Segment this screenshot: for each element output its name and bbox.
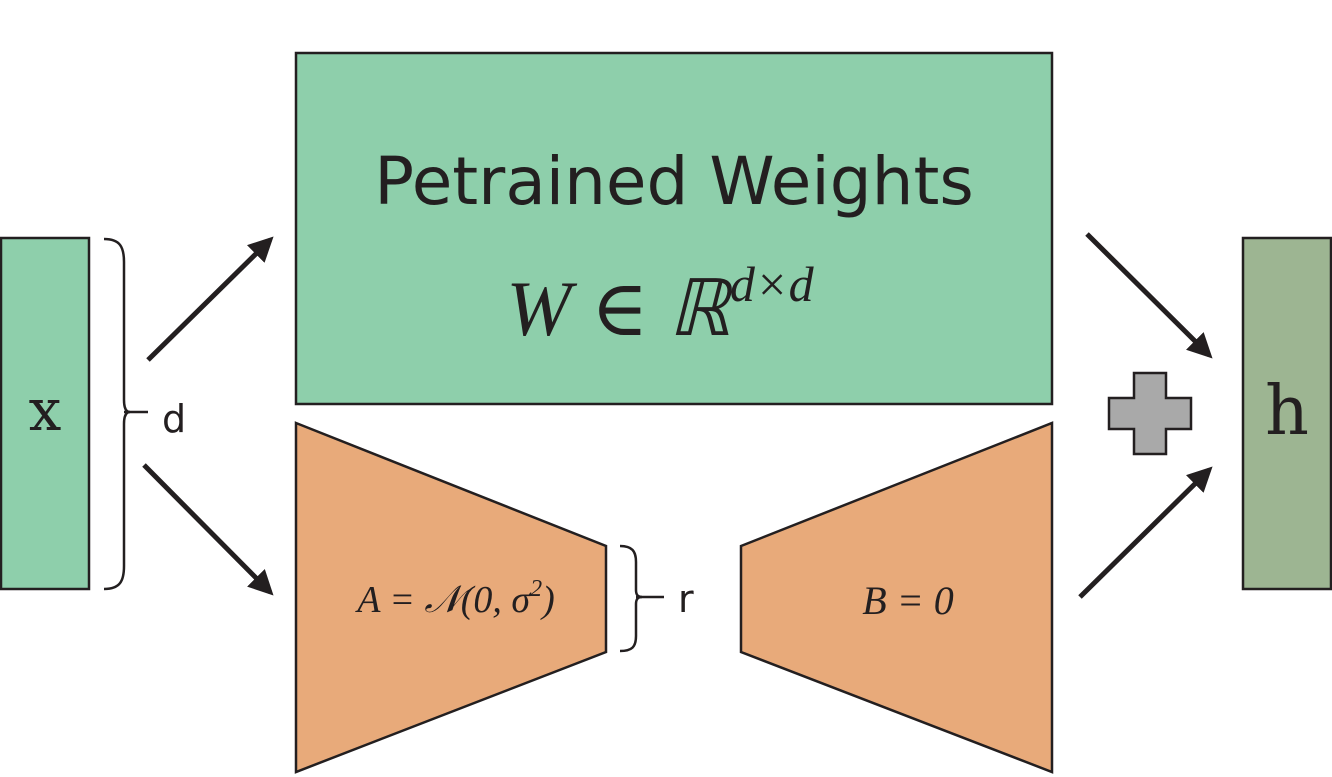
output-vector: h (1241, 236, 1332, 591)
output-vector-box (1241, 236, 1332, 591)
arrow-x-to-a (142, 463, 274, 596)
input-vector: x (0, 236, 91, 591)
pretrained-weights-formula: W ∈ ℝd×d (506, 256, 814, 352)
rank-brace: r (619, 544, 694, 653)
rank-label: r (678, 577, 694, 621)
plus-icon (1107, 371, 1193, 456)
input-vector-box (0, 236, 91, 591)
pretrained-weights-box (294, 51, 1054, 406)
matrix-b-block: B = 0 (739, 421, 1054, 774)
input-dim-brace: d (103, 237, 186, 591)
brace-r (619, 544, 643, 653)
matrix-b-shape (739, 421, 1054, 774)
input-dim-label: d (162, 397, 186, 441)
pretrained-weights-title: Petrained Weights (374, 143, 973, 220)
input-vector-label: x (29, 376, 62, 444)
matrix-a-shape (294, 421, 608, 774)
brace-d (103, 237, 131, 591)
matrix-b-formula: B = 0 (862, 578, 953, 623)
arrow-b-to-h (1078, 466, 1213, 599)
output-vector-label: h (1265, 372, 1309, 451)
arrow-weights-to-h (1085, 232, 1213, 359)
arrow-x-to-weights (146, 236, 274, 362)
matrix-a-formula: A = 𝒩(0, σ2) (354, 576, 555, 621)
pretrained-weights-block: Petrained Weights W ∈ ℝd×d (294, 51, 1054, 406)
matrix-a-block: A = 𝒩(0, σ2) (294, 421, 608, 774)
